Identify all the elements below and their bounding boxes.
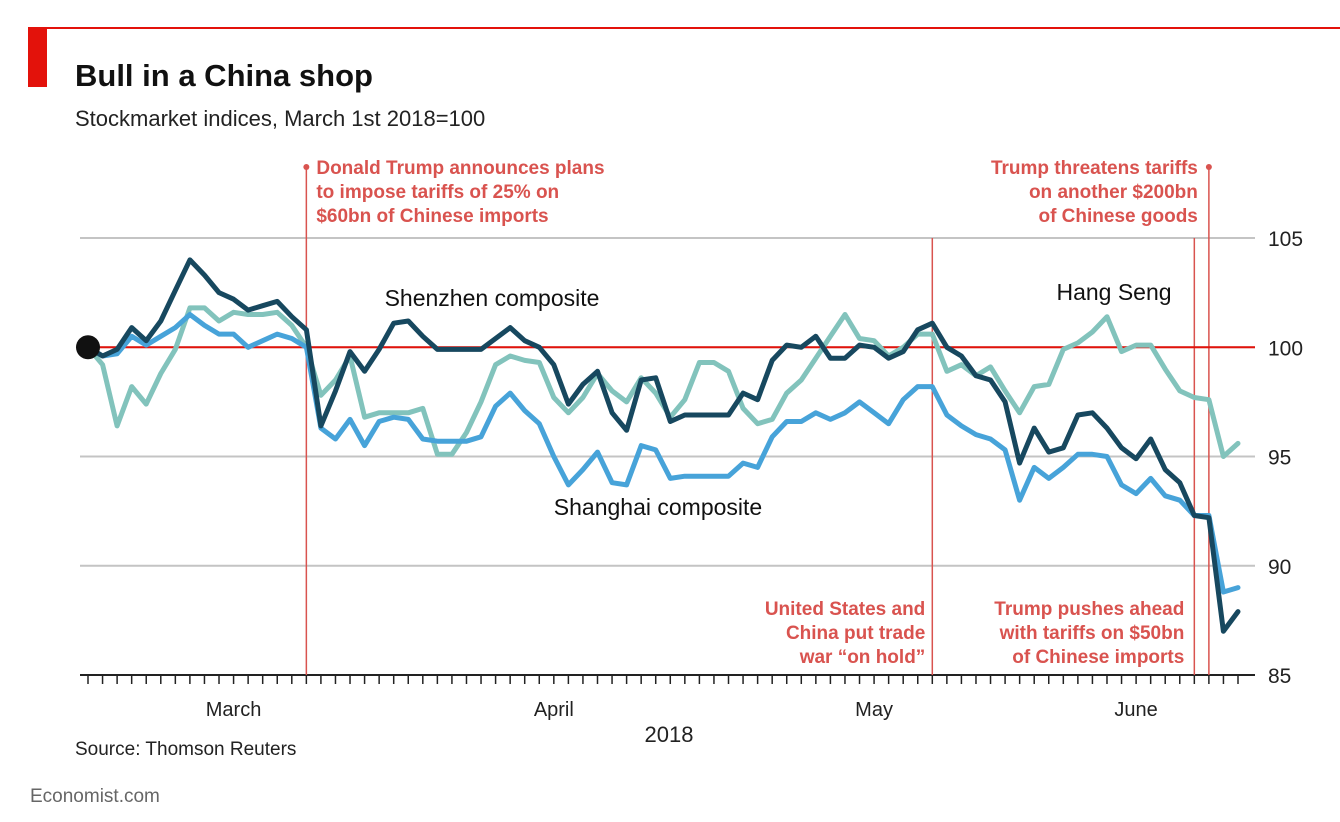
annotation-text: Trump threatens tariffs [991, 158, 1198, 179]
annotation-text: Trump pushes ahead [994, 599, 1184, 620]
y-tick-label: 90 [1268, 556, 1291, 579]
annotation-text: Donald Trump announces plans [316, 158, 604, 179]
series-line [85, 305, 1241, 459]
annotation-text: to impose tariffs of 25% on [316, 182, 559, 203]
red-tag [28, 27, 47, 87]
series-line [85, 312, 1241, 595]
annotation-dot [1205, 164, 1212, 170]
annotation-text: $60bn of Chinese imports [316, 206, 548, 227]
start-dot [76, 335, 100, 360]
chart-title: Bull in a China shop [75, 58, 373, 93]
y-tick-label: 95 [1268, 447, 1291, 470]
y-tick-label: 85 [1268, 665, 1291, 688]
y-tick-label: 105 [1268, 228, 1303, 251]
x-tick-label: May [855, 699, 893, 721]
annotation-text: of Chinese imports [1012, 647, 1184, 668]
annotation-text: war “on hold” [799, 647, 926, 668]
annotation-text: on another $200bn [1029, 182, 1198, 203]
footer: Economist.com [30, 786, 160, 807]
y-tick-label: 100 [1268, 337, 1303, 360]
source: Source: Thomson Reuters [75, 739, 296, 760]
series-label: Hang Seng [1056, 279, 1171, 305]
chart-subtitle: Stockmarket indices, March 1st 2018=100 [75, 106, 485, 131]
series-label: Shanghai composite [554, 494, 762, 520]
series-label: Shenzhen composite [385, 285, 600, 311]
top-rule [40, 27, 1340, 29]
series-line [85, 257, 1241, 634]
x-tick-label: April [534, 699, 574, 721]
annotation-text: with tariffs on $50bn [999, 623, 1185, 644]
annotation-text: of Chinese goods [1038, 206, 1197, 227]
x-tick-label: March [206, 699, 262, 721]
annotation-dot [303, 164, 310, 170]
x-tick-label: June [1114, 699, 1157, 721]
annotation-text: China put trade [786, 623, 925, 644]
x-axis-label: 2018 [645, 722, 694, 747]
annotation-text: United States and [765, 599, 925, 620]
